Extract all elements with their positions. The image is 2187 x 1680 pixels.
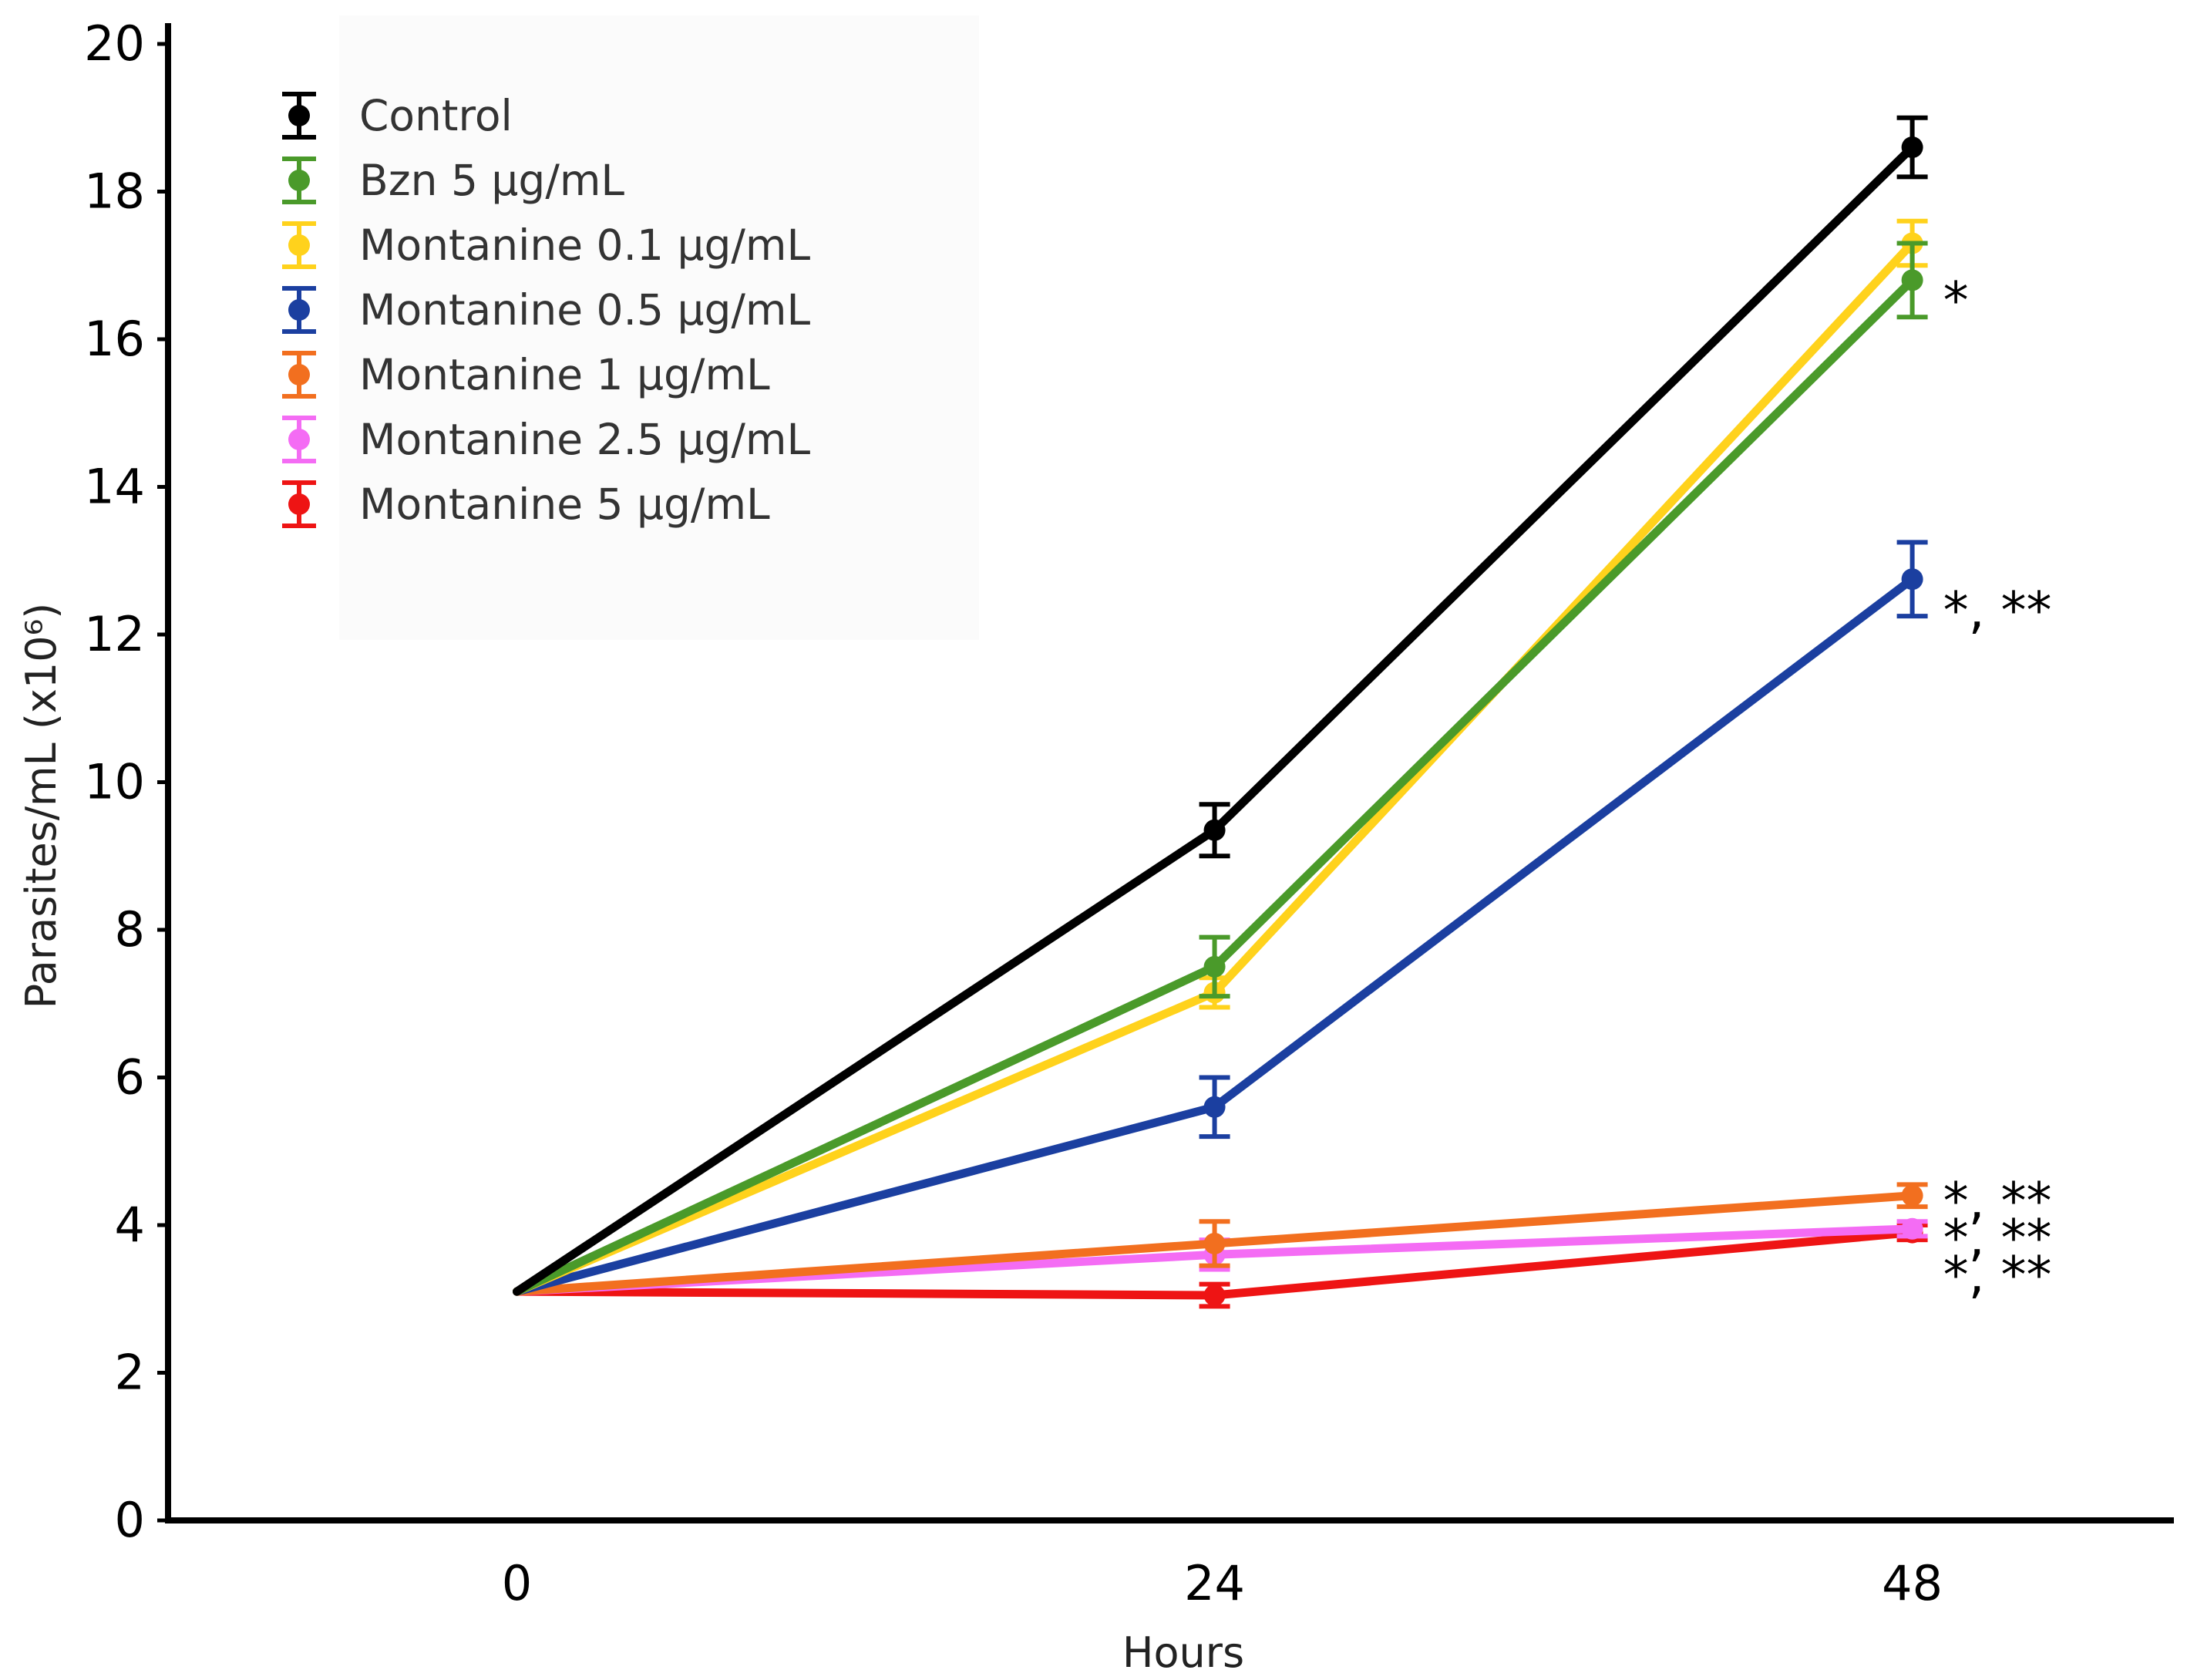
legend-marker [288, 429, 310, 450]
data-point [1203, 1232, 1226, 1254]
legend-background [339, 15, 979, 640]
legend-label: Control [359, 91, 513, 140]
data-point [1901, 136, 1923, 159]
legend: Control Bzn 5 μg/mL Montanine 0.1 μg/mL Mon… [282, 91, 811, 529]
legend-label: Bzn 5 μg/mL [359, 156, 624, 205]
data-point [1901, 1217, 1923, 1240]
y-tick-label: 20 [84, 15, 145, 72]
significance-annotation: *, ** [1943, 581, 2052, 641]
x-axis-title: Hours [1122, 1628, 1244, 1677]
legend-label: Montanine 5 μg/mL [359, 480, 770, 529]
legend-marker [288, 299, 310, 321]
y-axis-title: Parasites/mL (x10⁶) [17, 603, 66, 1009]
legend-marker [288, 493, 310, 515]
significance-annotation: *, ** [1943, 1245, 2052, 1305]
legend-marker [288, 364, 310, 385]
legend-marker [288, 105, 310, 126]
y-tick-label: 16 [84, 311, 145, 367]
significance-annotation: *, ** [1943, 1209, 2052, 1268]
data-point [1901, 568, 1923, 591]
y-tick-label: 2 [115, 1345, 145, 1401]
x-tick-label: 24 [1184, 1555, 1245, 1611]
data-point [1203, 1284, 1226, 1306]
x-tick-label: 0 [502, 1555, 532, 1611]
data-point [1203, 819, 1226, 841]
legend-label: Montanine 0.5 μg/mL [359, 285, 811, 335]
data-point [1203, 1096, 1226, 1118]
y-tick-label: 12 [84, 606, 145, 662]
y-tick-label: 6 [115, 1049, 145, 1106]
legend-label: Montanine 0.1 μg/mL [359, 221, 811, 270]
data-layer [513, 115, 1928, 1309]
data-point [1901, 1184, 1923, 1207]
y-tick-label: 18 [84, 163, 145, 220]
y-tick-label: 10 [84, 754, 145, 810]
y-tick-label: 14 [84, 459, 145, 515]
data-point [1901, 269, 1923, 291]
legend-marker [288, 170, 310, 191]
legend-marker [288, 234, 310, 256]
legend-label: Montanine 1 μg/mL [359, 350, 770, 399]
y-tick-label: 4 [115, 1197, 145, 1253]
significance-annotations: **, ***, ***, ***, ** [1943, 271, 2052, 1305]
legend-label: Montanine 2.5 μg/mL [359, 415, 811, 464]
significance-annotation: * [1943, 271, 1969, 331]
x-tick-label: 48 [1882, 1555, 1943, 1611]
data-point [1203, 955, 1226, 978]
significance-annotation: *, ** [1943, 1172, 2052, 1231]
y-tick-label: 8 [115, 901, 145, 958]
y-tick-label: 0 [115, 1492, 145, 1548]
